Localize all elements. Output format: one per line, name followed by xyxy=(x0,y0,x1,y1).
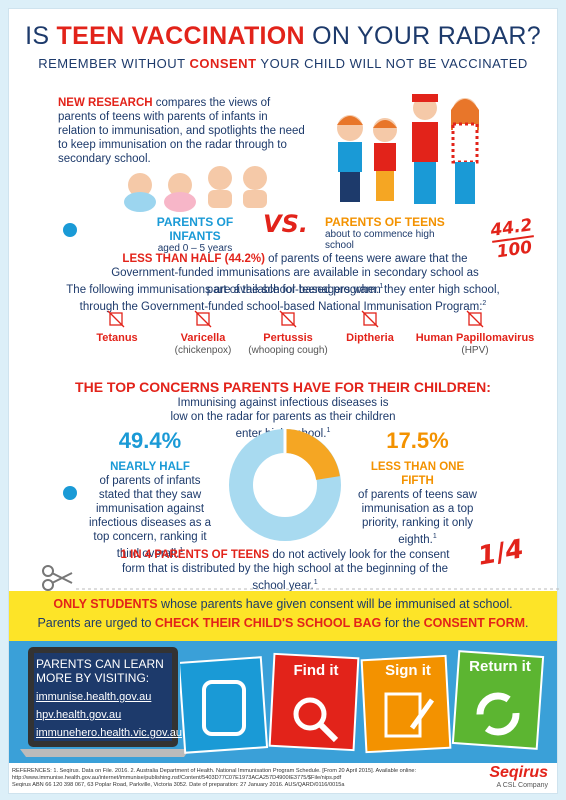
step-icons xyxy=(180,650,545,754)
teens-stat: 17.5% LESS THAN ONE FIFTH of parents of … xyxy=(355,428,480,547)
infants xyxy=(124,166,267,212)
step-label: Sign it xyxy=(385,662,431,679)
link[interactable]: immunise.health.gov.au xyxy=(36,691,152,703)
program: The following immunisations are availabl… xyxy=(60,283,506,314)
subtitle-post: YOUR CHILD WILL NOT BE VACCINATED xyxy=(256,56,528,71)
intro-text: compares the views of parents of teens w… xyxy=(58,97,305,165)
banner-line1: ONLY STUDENTS whose parents have given c… xyxy=(9,595,557,614)
banner-line2: Parents are urged to CHECK THEIR CHILD'S… xyxy=(9,614,557,633)
vaccine: Tetanus xyxy=(67,312,167,344)
stat-headline: LESS THAN ONE FIFTH xyxy=(370,461,465,487)
references-text: REFERENCES: 1. Seqirus. Data on File. 20… xyxy=(12,768,417,781)
bullet xyxy=(63,486,77,500)
consent-text: do not actively look for the consent for… xyxy=(121,549,450,592)
vs: VS. xyxy=(263,210,308,238)
infants-title: PARENTS OF INFANTS xyxy=(156,215,234,243)
vaccine-name: Varicella xyxy=(180,332,226,344)
concerns-heading: THE TOP CONCERNS PARENTS HAVE FOR THEIR … xyxy=(75,379,491,395)
stat-text: of parents of infants stated that they s… xyxy=(88,475,212,560)
awareness-fraction: 44.2 100 xyxy=(489,215,537,263)
ref: 1 xyxy=(432,533,437,540)
banner-highlight: CONSENT FORM xyxy=(423,616,526,630)
subtitle-pre: REMEMBER WITHOUT xyxy=(38,56,190,71)
ref: 1 xyxy=(179,547,184,554)
step-label: Return it xyxy=(469,658,531,675)
step-label: Find it xyxy=(293,662,339,679)
donut xyxy=(229,429,341,541)
banner-text: . xyxy=(525,616,529,630)
stat-value: 17.5% xyxy=(386,428,449,453)
infants-stat: 49.4% NEARLY HALF of parents of infants … xyxy=(85,428,215,561)
banner-text: whose parents have given consent will be… xyxy=(157,597,513,611)
link[interactable]: immunehero.health.vic.gov.au xyxy=(36,727,182,739)
teens-label: PARENTS OF TEENS about to commence high … xyxy=(325,215,465,251)
banner-highlight: CHECK THEIR CHILD'S SCHOOL BAG xyxy=(154,616,382,630)
vaccine-note: (whooping cough) xyxy=(248,345,328,356)
learn-title: PARENTS CAN LEARN MORE BY VISITING: xyxy=(36,657,164,685)
banner-highlight: ONLY STUDENTS xyxy=(53,597,158,611)
vaccine: Diptheria xyxy=(320,312,420,344)
ref: 1 xyxy=(326,427,331,434)
vaccine-note: (chickenpox) xyxy=(174,345,232,356)
vaccine: Varicella (chickenpox) xyxy=(153,312,253,356)
banner-text: Parents are urged to xyxy=(37,616,155,630)
vaccine-icons xyxy=(107,310,484,328)
logo: Seqirus A CSL Company xyxy=(466,764,548,789)
awareness: LESS THAN HALF (44.2%) of parents of tee… xyxy=(105,252,485,297)
title-highlight: TEEN VACCINATION xyxy=(56,22,305,50)
consent: 1 IN 4 PARENTS OF TEENS do not actively … xyxy=(110,548,460,593)
subtitle: REMEMBER WITHOUT CONSENT YOUR CHILD WILL… xyxy=(0,56,566,71)
vaccine-name: Diptheria xyxy=(346,332,394,344)
subtitle-highlight: CONSENT xyxy=(189,56,257,71)
vaccine-name: Human Papillomavirus xyxy=(415,332,535,344)
concerns-title: THE TOP CONCERNS PARENTS HAVE FOR THEIR … xyxy=(0,379,566,395)
learn: PARENTS CAN LEARN MORE BY VISITING: immu… xyxy=(36,657,182,739)
awareness-text: of parents of teens were aware that the … xyxy=(111,253,479,296)
laptop xyxy=(20,647,190,757)
ref: 2 xyxy=(482,300,487,307)
title-post: ON YOUR RADAR? xyxy=(304,22,541,50)
infants-label: PARENTS OF INFANTS aged 0 – 5 years xyxy=(135,215,255,254)
link[interactable]: hpv.health.gov.au xyxy=(36,709,122,721)
consent-highlight: 1 IN 4 PARENTS OF TEENS xyxy=(120,549,270,561)
infants-sub: aged 0 – 5 years xyxy=(157,243,233,254)
stat-headline: NEARLY HALF xyxy=(110,461,190,473)
title-pre: IS xyxy=(25,22,57,50)
teens xyxy=(337,94,479,204)
stat-value: 49.4% xyxy=(118,428,182,453)
awareness-highlight: LESS THAN HALF (44.2%) xyxy=(122,253,265,265)
ref: 1 xyxy=(379,283,384,290)
title: IS TEEN VACCINATION ON YOUR RADAR? xyxy=(0,22,566,51)
illustrations xyxy=(124,94,479,212)
vaccine: Pertussis (whooping cough) xyxy=(238,312,338,356)
scissors-line xyxy=(42,565,560,591)
program-text: The following immunisations are availabl… xyxy=(66,284,500,313)
logo-name: Seqirus xyxy=(489,764,548,781)
references-footer: Seqirus ABN 66 120 398 067, 63 Poplar Ro… xyxy=(12,782,345,788)
ref: 1 xyxy=(313,579,318,586)
vaccine: Human Papillomavirus (HPV) xyxy=(415,312,535,356)
stat-text: of parents of teens saw immunisation as … xyxy=(358,489,477,546)
logo-tagline: A CSL Company xyxy=(496,782,549,789)
vaccine-name: Tetanus xyxy=(96,332,138,344)
intro: NEW RESEARCH compares the views of paren… xyxy=(58,96,308,166)
bullet xyxy=(63,223,77,237)
teens-title: PARENTS OF TEENS xyxy=(325,215,445,229)
banner: ONLY STUDENTS whose parents have given c… xyxy=(9,591,557,641)
vaccine-name: Pertussis xyxy=(263,332,313,344)
references: REFERENCES: 1. Seqirus. Data on File. 20… xyxy=(12,768,452,789)
teens-sub: about to commence high school xyxy=(325,229,435,251)
intro-highlight: NEW RESEARCH xyxy=(58,97,153,109)
vaccine-note: (HPV) xyxy=(461,345,489,356)
banner-text: for the xyxy=(381,616,424,630)
